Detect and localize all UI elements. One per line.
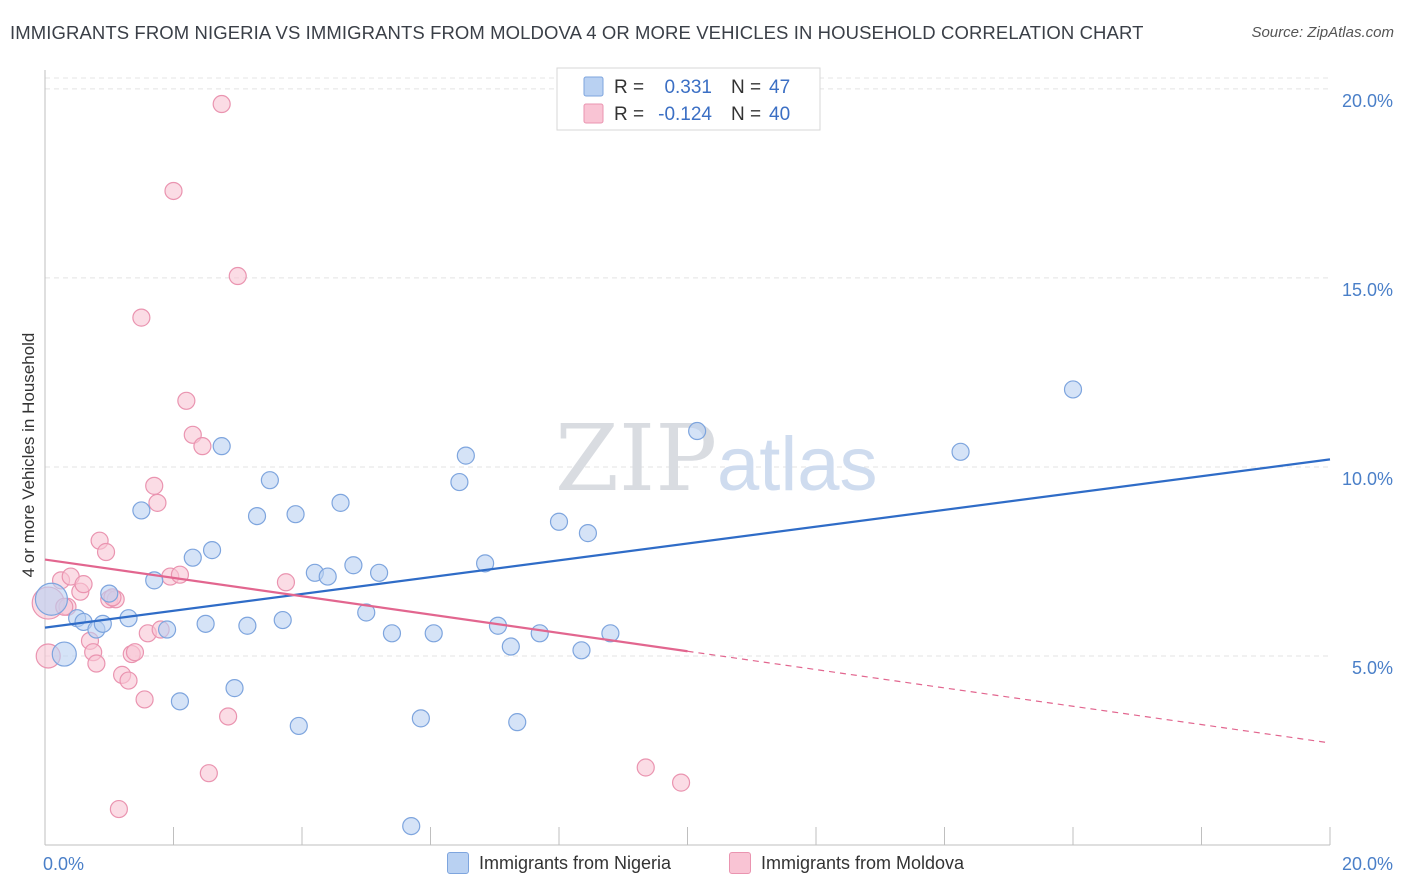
legend-label-nigeria: Immigrants from Nigeria bbox=[479, 852, 672, 873]
stats-legend-r-label-2: R = bbox=[614, 104, 644, 125]
y-tick-label: 5.0% bbox=[1352, 658, 1393, 678]
trend-lines bbox=[44, 458, 1331, 744]
point-moldova bbox=[636, 758, 655, 777]
stats-legend-n-moldova: 40 bbox=[769, 104, 790, 125]
point-nigeria bbox=[951, 442, 970, 461]
point-moldova bbox=[119, 671, 138, 690]
point-nigeria bbox=[424, 624, 443, 643]
point-moldova bbox=[148, 493, 167, 512]
point-nigeria bbox=[100, 584, 119, 603]
point-nigeria bbox=[34, 582, 69, 616]
stats-legend-r-moldova: -0.124 bbox=[658, 104, 712, 125]
point-nigeria bbox=[688, 421, 707, 441]
point-moldova bbox=[132, 308, 151, 327]
point-nigeria bbox=[402, 816, 421, 836]
stats-legend: R = 0.331 N = 47 R = -0.124 N = 40 bbox=[556, 67, 821, 131]
legend-item-moldova: Immigrants from Moldova bbox=[729, 852, 964, 874]
stats-legend-n-label-2: N = bbox=[731, 104, 761, 125]
point-nigeria bbox=[370, 563, 389, 582]
point-nigeria bbox=[212, 437, 231, 456]
point-moldova bbox=[74, 575, 93, 594]
point-nigeria bbox=[225, 679, 244, 698]
x-tick-label: 0.0% bbox=[43, 854, 84, 874]
point-nigeria bbox=[286, 505, 305, 524]
point-nigeria bbox=[578, 524, 598, 543]
point-moldova bbox=[135, 690, 154, 709]
point-moldova bbox=[193, 437, 212, 456]
point-moldova bbox=[199, 764, 218, 783]
point-nigeria bbox=[357, 603, 376, 622]
axes bbox=[44, 70, 1331, 846]
point-moldova bbox=[109, 799, 128, 819]
stats-legend-swatch-moldova bbox=[583, 103, 604, 124]
legend-swatch-moldova bbox=[729, 852, 751, 874]
point-nigeria bbox=[476, 554, 495, 573]
point-nigeria bbox=[450, 472, 469, 492]
trend-line-nigeria bbox=[44, 458, 1331, 629]
point-moldova bbox=[145, 476, 164, 495]
point-nigeria bbox=[238, 616, 257, 635]
point-nigeria bbox=[51, 641, 77, 667]
data-points bbox=[31, 94, 1083, 836]
point-moldova bbox=[96, 542, 116, 562]
trend-line-moldova bbox=[44, 558, 688, 653]
source-credit: Source: ZipAtlas.com bbox=[1251, 24, 1394, 41]
point-nigeria bbox=[456, 446, 475, 465]
point-nigeria bbox=[549, 512, 569, 531]
y-tick-label: 20.0% bbox=[1342, 91, 1393, 111]
y-tick-label: 15.0% bbox=[1342, 280, 1393, 300]
point-moldova bbox=[228, 266, 247, 286]
trend-line-moldova-projection bbox=[687, 650, 1331, 744]
point-nigeria bbox=[273, 610, 292, 630]
point-nigeria bbox=[183, 548, 202, 567]
point-nigeria bbox=[260, 471, 279, 490]
point-nigeria bbox=[132, 501, 151, 520]
gridlines bbox=[45, 77, 1330, 657]
stats-legend-swatch-nigeria bbox=[583, 76, 604, 97]
point-nigeria bbox=[501, 637, 520, 656]
point-nigeria bbox=[93, 614, 112, 633]
legend-swatch-nigeria bbox=[447, 852, 469, 874]
point-nigeria bbox=[289, 716, 308, 736]
y-axis-label: 4 or more Vehicles in Household bbox=[19, 333, 38, 578]
point-moldova bbox=[164, 181, 183, 201]
point-nigeria bbox=[196, 614, 215, 633]
point-nigeria bbox=[1063, 380, 1083, 399]
point-moldova bbox=[671, 773, 691, 792]
y-tick-label: 10.0% bbox=[1342, 469, 1393, 489]
point-nigeria bbox=[344, 556, 363, 575]
point-moldova bbox=[219, 707, 238, 726]
point-nigeria bbox=[572, 641, 591, 660]
point-moldova bbox=[87, 654, 106, 673]
point-moldova bbox=[276, 573, 296, 592]
legend-item-nigeria: Immigrants from Nigeria bbox=[447, 852, 671, 874]
point-nigeria bbox=[318, 567, 337, 586]
watermark-zip: ZIP bbox=[555, 405, 717, 512]
legend-label-moldova: Immigrants from Moldova bbox=[761, 852, 965, 873]
tick-labels: 5.0% 10.0% 15.0% 20.0% 0.0% 20.0% bbox=[43, 91, 1393, 874]
stats-legend-r-nigeria: 0.331 bbox=[664, 77, 712, 98]
point-moldova bbox=[212, 94, 231, 114]
point-nigeria bbox=[601, 624, 620, 643]
point-nigeria bbox=[247, 506, 267, 526]
x-tick-label: 20.0% bbox=[1342, 854, 1393, 874]
point-nigeria bbox=[411, 709, 430, 728]
point-nigeria bbox=[508, 713, 527, 732]
point-nigeria bbox=[530, 624, 549, 643]
point-nigeria bbox=[157, 620, 177, 639]
point-moldova bbox=[177, 391, 196, 410]
stats-legend-n-nigeria: 47 bbox=[769, 77, 790, 98]
point-nigeria bbox=[202, 541, 222, 560]
point-nigeria bbox=[331, 493, 350, 512]
point-nigeria bbox=[382, 624, 402, 643]
watermark-atlas: atlas bbox=[717, 422, 878, 507]
point-nigeria bbox=[170, 692, 190, 711]
stats-legend-r-label: R = bbox=[614, 77, 644, 98]
stats-legend-n-label: N = bbox=[731, 77, 761, 98]
point-moldova bbox=[125, 643, 145, 662]
chart-title: IMMIGRANTS FROM NIGERIA VS IMMIGRANTS FR… bbox=[10, 22, 1144, 43]
watermark: ZIP atlas bbox=[555, 405, 878, 512]
